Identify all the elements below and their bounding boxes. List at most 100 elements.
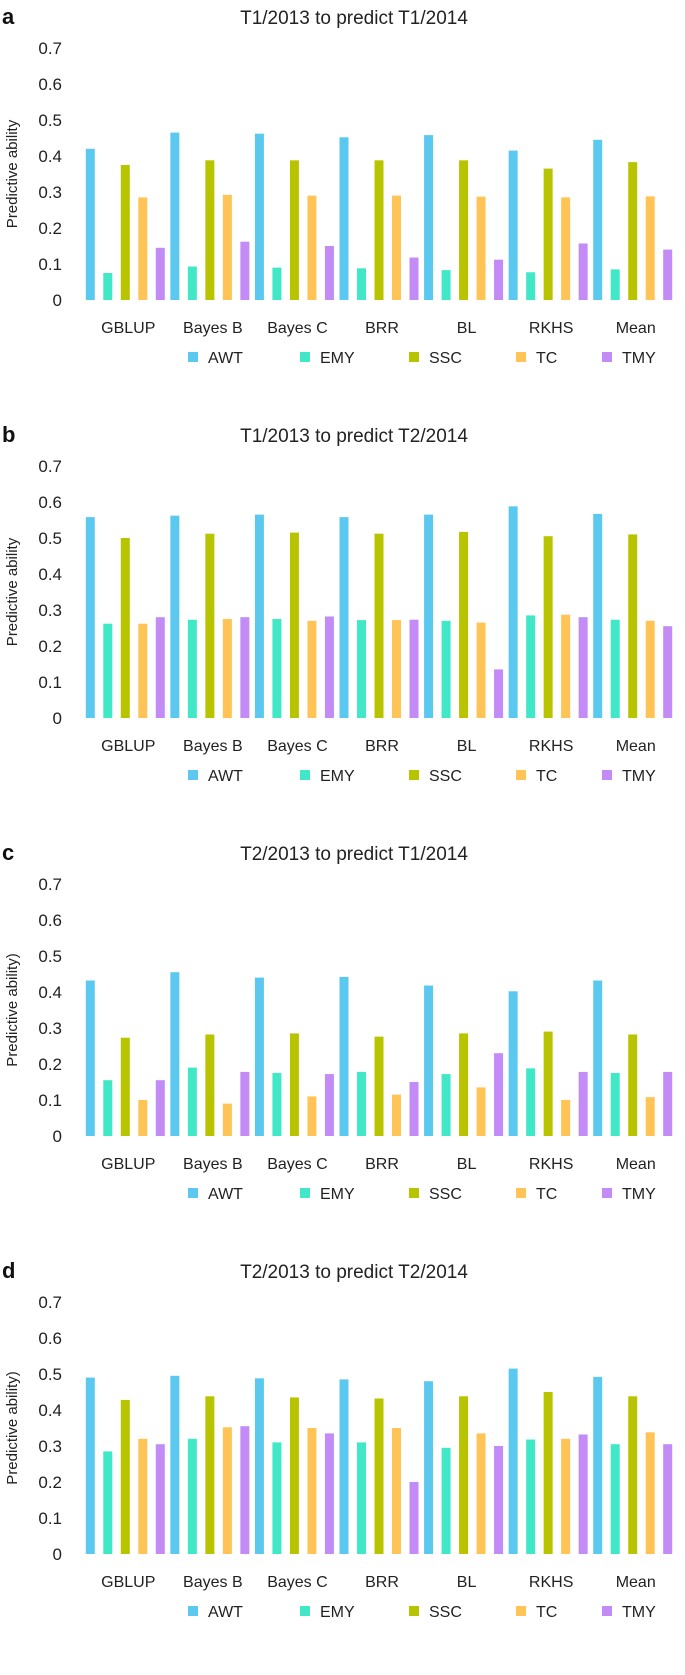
- bar-tc-bayes-b: [222, 1103, 232, 1136]
- bar-emy-brr: [357, 268, 366, 300]
- bar-tc-gblup: [138, 1438, 148, 1554]
- bar-ssc-bayes-b: [205, 1396, 215, 1554]
- bar-awt-gblup: [85, 980, 95, 1136]
- bar-tc-bl: [476, 196, 486, 300]
- legend-swatch-ssc: [409, 1188, 419, 1198]
- bar-awt-gblup: [85, 148, 95, 300]
- legend-label-tmy: TMY: [622, 768, 656, 785]
- x-category-label: BL: [457, 738, 477, 755]
- bar-awt-bayes-b: [170, 132, 180, 300]
- bar-tc-brr: [392, 1094, 401, 1136]
- legend-label-awt: AWT: [208, 350, 243, 367]
- bar-emy-rkhs: [526, 1068, 536, 1136]
- bar-emy-gblup: [103, 623, 113, 718]
- bar-emy-bayes-c: [272, 267, 282, 300]
- bar-ssc-bl: [459, 160, 469, 300]
- x-category-label: Bayes C: [267, 320, 327, 337]
- x-category-label: Mean: [616, 1574, 656, 1591]
- bar-tc-gblup: [138, 623, 148, 718]
- bar-awt-mean: [593, 139, 603, 300]
- chart-title: T1/2013 to predict T1/2014: [240, 8, 468, 29]
- bar-tc-mean: [645, 1097, 655, 1136]
- y-tick-label: 0.4: [38, 983, 62, 1002]
- bar-ssc-rkhs: [543, 1031, 553, 1136]
- legend-label-tc: TC: [536, 1186, 557, 1203]
- legend-swatch-tmy: [602, 1606, 612, 1616]
- y-tick-label: 0.4: [38, 565, 62, 584]
- bar-ssc-rkhs: [543, 1392, 553, 1554]
- bar-awt-bayes-c: [254, 1378, 264, 1554]
- x-category-label: RKHS: [529, 1574, 573, 1591]
- x-category-label: BL: [457, 1156, 477, 1173]
- x-category-label: Bayes B: [183, 320, 243, 337]
- bar-tc-mean: [645, 1432, 655, 1554]
- bar-ssc-bayes-b: [205, 160, 215, 300]
- y-axis-title: Predictive ability): [4, 953, 21, 1066]
- bar-tmy-mean: [663, 249, 673, 300]
- bar-ssc-gblup: [120, 1037, 130, 1136]
- bar-awt-brr: [339, 1379, 349, 1554]
- bar-ssc-gblup: [120, 538, 130, 718]
- y-tick-label: 0.7: [38, 457, 62, 476]
- legend-label-awt: AWT: [208, 1604, 243, 1621]
- y-tick-label: 0.3: [38, 1437, 62, 1456]
- bar-ssc-bayes-c: [289, 1033, 299, 1136]
- bar-awt-mean: [593, 1376, 603, 1554]
- legend-swatch-ssc: [409, 352, 419, 362]
- y-tick-label: 0.2: [38, 637, 62, 656]
- bar-tc-gblup: [138, 197, 148, 300]
- legend-label-emy: EMY: [320, 1604, 355, 1621]
- y-tick-label: 0.7: [38, 39, 62, 58]
- bar-ssc-bayes-b: [205, 533, 215, 718]
- bar-tmy-bayes-c: [324, 616, 334, 718]
- y-tick-label: 0.6: [38, 493, 62, 512]
- y-tick-label: 0.1: [38, 255, 62, 274]
- bar-emy-bl: [441, 270, 451, 300]
- bar-emy-bl: [441, 620, 451, 718]
- x-category-label: Bayes B: [183, 738, 243, 755]
- bar-tc-bayes-b: [222, 194, 232, 300]
- y-tick-label: 0.2: [38, 219, 62, 238]
- bar-awt-brr: [339, 137, 349, 300]
- legend-swatch-tc: [516, 1188, 526, 1198]
- legend-label-tc: TC: [536, 350, 557, 367]
- y-tick-label: 0.2: [38, 1055, 62, 1074]
- bar-awt-bayes-c: [254, 133, 264, 300]
- bar-tc-rkhs: [561, 614, 571, 718]
- legend-label-tmy: TMY: [622, 1604, 656, 1621]
- bar-tmy-bl: [494, 259, 504, 300]
- panel-letter: d: [2, 1258, 15, 1283]
- y-tick-label: 0.4: [38, 147, 62, 166]
- bar-awt-bayes-c: [254, 977, 264, 1136]
- panel-letter: c: [2, 840, 14, 865]
- y-tick-label: 0: [53, 291, 62, 310]
- bar-ssc-bayes-c: [289, 160, 299, 300]
- bar-tmy-rkhs: [578, 617, 588, 718]
- bar-emy-mean: [610, 1444, 620, 1554]
- x-category-label: BRR: [365, 738, 399, 755]
- bar-emy-gblup: [103, 273, 113, 300]
- bar-emy-gblup: [103, 1080, 113, 1136]
- legend-swatch-emy: [300, 770, 310, 780]
- x-category-label: BL: [457, 1574, 477, 1591]
- x-category-label: RKHS: [529, 320, 573, 337]
- bar-ssc-mean: [628, 1396, 638, 1554]
- bar-tmy-brr: [409, 1482, 419, 1554]
- bar-awt-bayes-c: [254, 514, 264, 718]
- legend-label-emy: EMY: [320, 1186, 355, 1203]
- bar-tmy-rkhs: [578, 1434, 588, 1554]
- x-category-label: BRR: [365, 1156, 399, 1173]
- bar-emy-bayes-c: [272, 1073, 282, 1136]
- bar-emy-rkhs: [526, 272, 536, 300]
- y-axis-title: Predictive ability): [4, 1371, 21, 1484]
- bar-tc-bayes-c: [307, 1096, 317, 1136]
- legend-label-awt: AWT: [208, 1186, 243, 1203]
- bar-tc-bayes-c: [307, 195, 317, 300]
- y-tick-label: 0.4: [38, 1401, 62, 1420]
- bar-awt-rkhs: [508, 506, 518, 718]
- legend-label-tc: TC: [536, 1604, 557, 1621]
- bar-tc-brr: [392, 195, 401, 300]
- chart-panel-c: c T2/2013 to predict T1/2014 0 0.1 0.2 0.3 0.4…: [2, 840, 673, 1203]
- y-tick-label: 0.5: [38, 529, 62, 548]
- legend-swatch-tmy: [602, 1188, 612, 1198]
